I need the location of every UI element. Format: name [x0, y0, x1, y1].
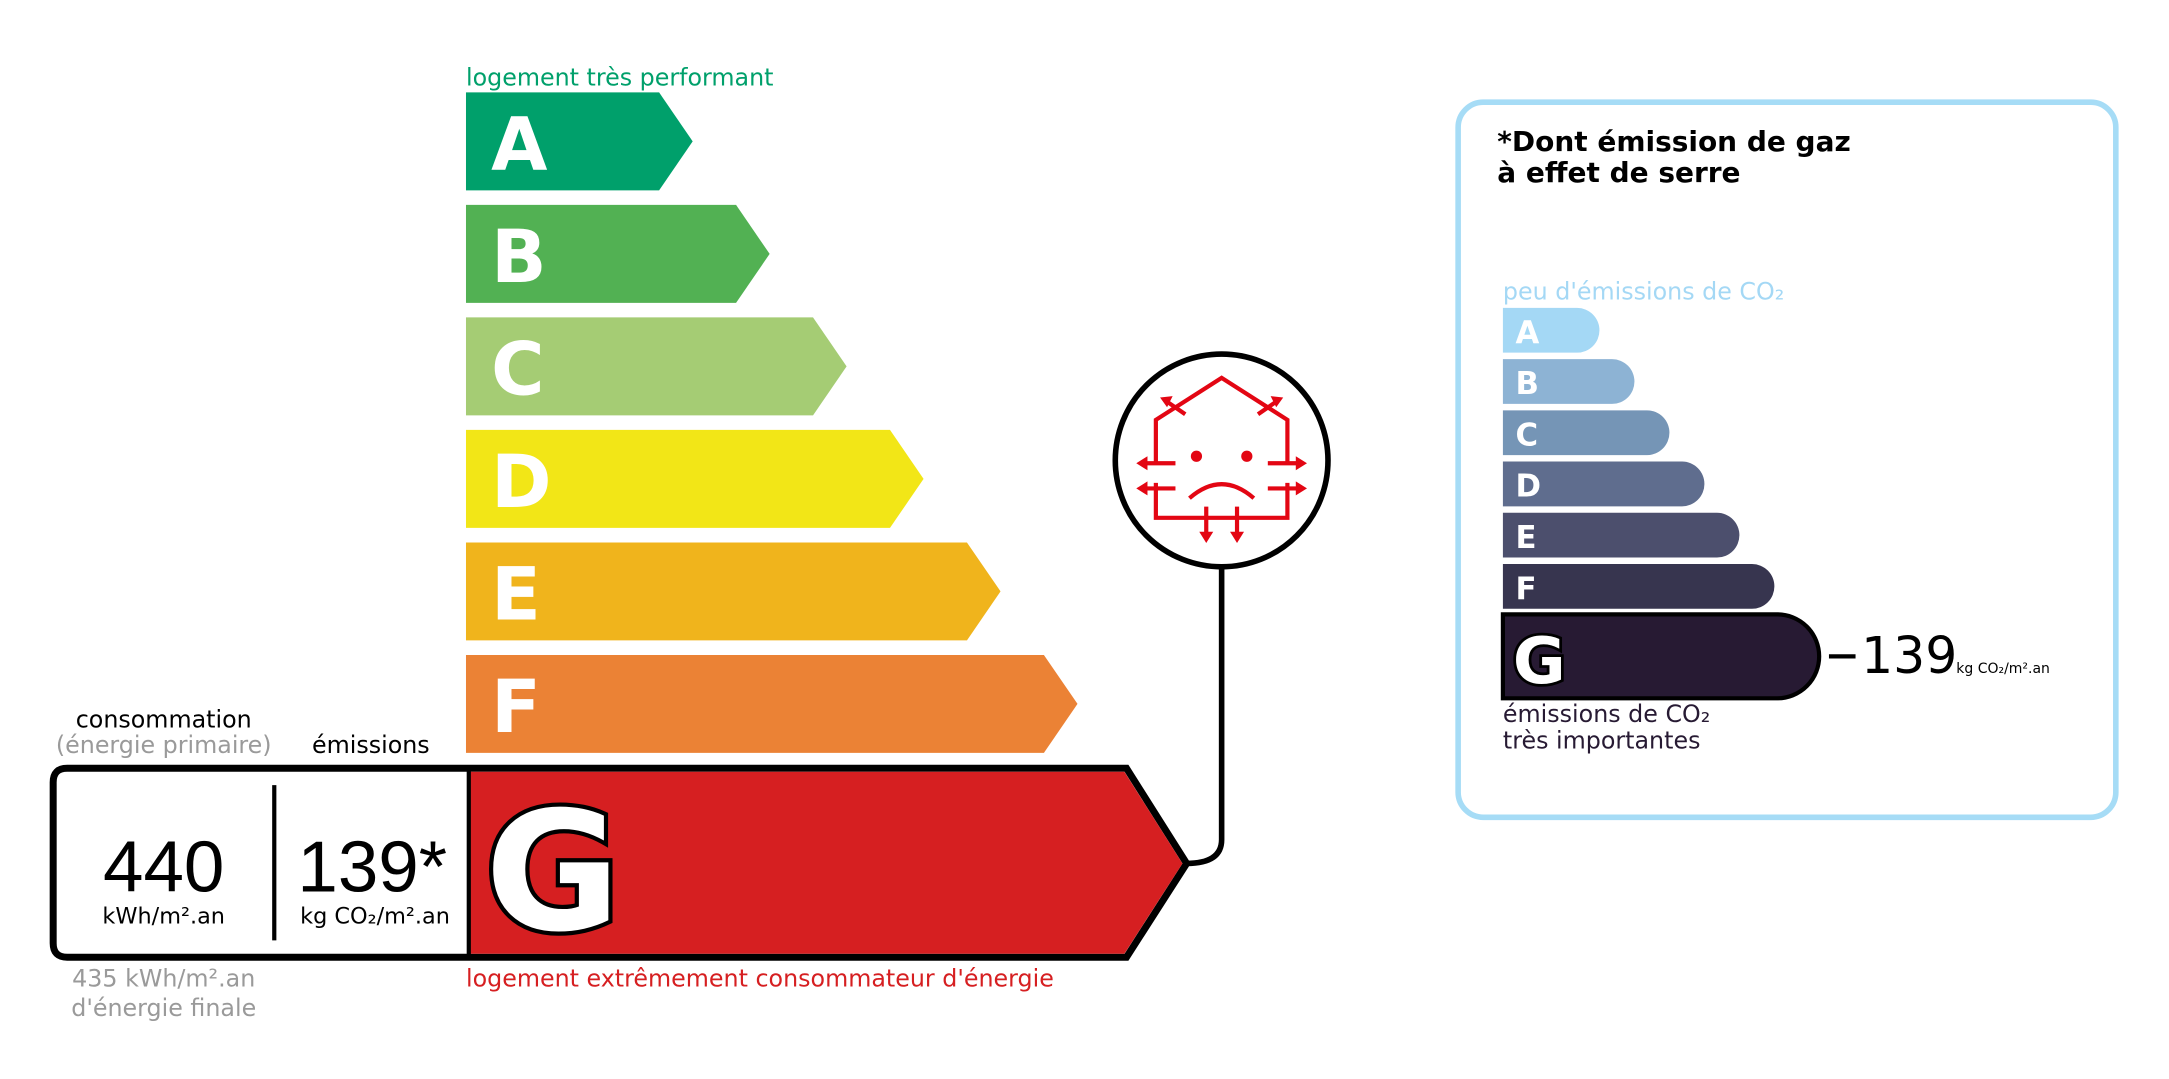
ges-class-letter: C	[1516, 417, 1539, 453]
ges-class-letter: B	[1516, 366, 1539, 402]
emissions-header: émissions	[312, 731, 430, 759]
dpe-current-letter: G	[485, 776, 621, 968]
dpe-class-g-bar	[470, 771, 1183, 954]
dpe-bottom-label: logement extrêmement consommateur d'éner…	[466, 965, 1054, 993]
final-energy-label: d'énergie finale	[71, 994, 256, 1022]
dpe-class-letter: E	[491, 552, 541, 637]
ges-class-letter: D	[1516, 469, 1542, 505]
dpe-class-f-bar: F	[465, 654, 1078, 753]
ges-class-letter: F	[1516, 571, 1537, 607]
ges-title-line1: *Dont émission de gaz	[1497, 125, 1850, 158]
dpe-class-e-bar: E	[465, 542, 1001, 641]
ges-unit: kg CO₂/m².an	[1956, 661, 2050, 677]
dpe-class-letter: A	[491, 102, 547, 187]
icon-connector	[1186, 566, 1225, 867]
dpe-class-a-bar: A	[465, 92, 693, 191]
dpe-class-letter: C	[491, 327, 544, 412]
dpe-class-c-bar: C	[465, 317, 847, 416]
ges-class-c-bar: C	[1502, 410, 1670, 456]
ges-title-line2: à effet de serre	[1497, 156, 1740, 189]
emissions-value: 139*	[297, 826, 447, 907]
emissions-unit: kg CO₂/m².an	[300, 904, 450, 930]
sad-house-heat-loss-icon	[1112, 351, 1331, 570]
ges-class-b-bar: B	[1502, 359, 1635, 404]
dpe-class-letter: B	[491, 215, 546, 300]
dpe-top-label: logement très performant	[466, 63, 774, 91]
ges-class-e-bar: E	[1502, 512, 1740, 558]
ges-value: 139	[1861, 626, 1957, 685]
consumption-header: consommation	[76, 706, 252, 734]
ges-class-letter: A	[1516, 315, 1540, 351]
ges-class-g-bar	[1500, 612, 1822, 701]
ges-class-d-bar: D	[1502, 461, 1705, 507]
ges-class-f-bar: F	[1502, 563, 1775, 609]
consumption-value: 440	[103, 826, 224, 907]
final-energy-value: 435 kWh/m².an	[72, 965, 255, 993]
ges-bottom-label-line1: émissions de CO₂	[1503, 700, 1710, 728]
ges-class-a-bar: A	[1502, 307, 1600, 353]
dpe-class-letter: D	[491, 440, 551, 525]
dpe-class-letter: F	[491, 665, 541, 750]
consumption-unit: kWh/m².an	[102, 904, 225, 930]
ges-class-letter: E	[1516, 520, 1537, 556]
ges-current-letter: G	[1513, 624, 1566, 699]
ges-bottom-label-line2: très importantes	[1503, 727, 1701, 755]
ges-top-label: peu d'émissions de CO₂	[1503, 278, 1784, 306]
consumption-subheader: (énergie primaire)	[56, 731, 272, 759]
dpe-class-b-bar: B	[465, 204, 770, 303]
dpe-class-d-bar: D	[465, 429, 924, 528]
